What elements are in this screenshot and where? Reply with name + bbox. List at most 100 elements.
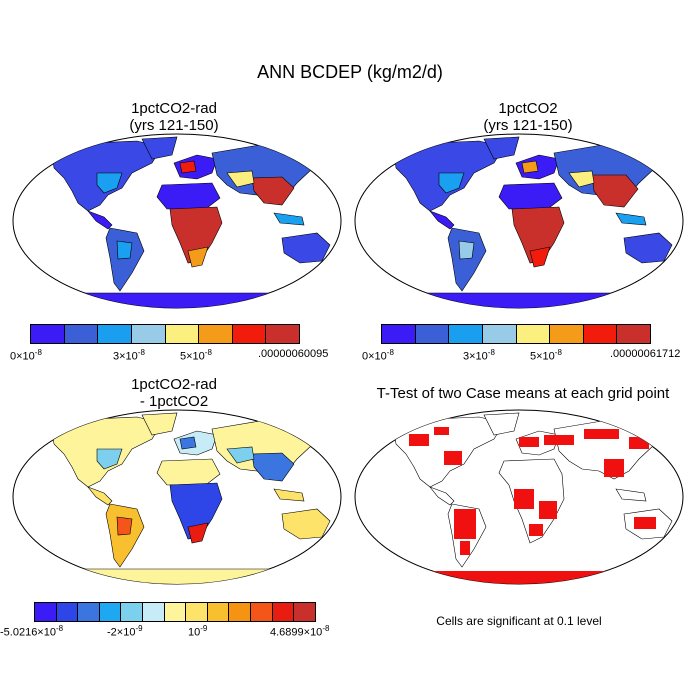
sig-cell (529, 524, 543, 536)
panel-b-title-line1: 1pctCO2 (498, 100, 558, 117)
colorbar-panel-c (34, 602, 316, 622)
colorbar-swatch (186, 603, 208, 621)
colorbar-swatch (131, 325, 166, 343)
australia (623, 232, 673, 264)
colorbar-swatch (98, 325, 132, 343)
colorbar-b-label-mid2: 5×10-8 (530, 348, 562, 363)
colorbar-panel-a (30, 324, 300, 344)
sig-cell (434, 427, 449, 435)
panel-c-title-line2: - 1pctCO2 (139, 393, 209, 410)
colorbar-a-label-max: .00000060095 (258, 348, 329, 360)
indonesia (615, 212, 647, 226)
colorbar-c-label-mid1: -2×10-9 (107, 624, 143, 639)
panel-b-title-line2: (yrs 121-150) (483, 117, 573, 134)
colorbar-swatch (165, 325, 200, 343)
sig-cell (514, 489, 534, 509)
colorbar-swatch (482, 325, 517, 343)
south-america (447, 227, 487, 292)
colorbar-swatch (64, 325, 99, 343)
colorbar-swatch (251, 603, 273, 621)
sig-cell (539, 501, 557, 519)
colorbar-c-label-mid2: 10-9 (188, 624, 208, 639)
colorbar-swatch (583, 325, 618, 343)
asia-mid (568, 170, 595, 188)
south-america (105, 227, 145, 292)
colorbar-swatch (207, 603, 230, 621)
sig-cell (519, 437, 539, 447)
africa-north (156, 458, 221, 486)
europe-hot (179, 160, 197, 174)
sig-cell (544, 435, 574, 445)
central-america (429, 486, 455, 506)
colorbar-swatch (232, 325, 267, 343)
europe-hot (179, 436, 197, 450)
asia-south (251, 176, 295, 206)
greenland (141, 412, 178, 436)
significance-note: Cells are significant at 0.1 level (436, 614, 602, 628)
sig-cell (409, 434, 429, 446)
indonesia (273, 212, 305, 226)
south-america (105, 503, 145, 568)
greenland (483, 136, 520, 160)
sig-cell (629, 437, 649, 449)
colorbar-swatch (272, 603, 295, 621)
central-america (429, 210, 455, 230)
north-america-east (96, 448, 123, 470)
colorbar-b-label-mid1: 3×10-8 (463, 348, 495, 363)
north-america-east (438, 172, 465, 194)
australia (281, 232, 331, 264)
sig-cell (604, 459, 624, 477)
south-america-core (116, 240, 133, 260)
colorbar-swatch (143, 603, 165, 621)
colorbar-swatch (99, 603, 122, 621)
sig-cell (460, 541, 470, 555)
colorbar-swatch (415, 325, 450, 343)
greenland (483, 412, 520, 436)
panel-d-title-line1: T-Test of two Case means at each grid po… (376, 385, 670, 402)
central-america (87, 210, 113, 230)
south-america-core (458, 240, 475, 260)
central-america (87, 486, 113, 506)
colorbar-swatch (31, 325, 65, 343)
africa-north (156, 182, 221, 210)
map-panel-a (12, 133, 342, 309)
europe-hot (521, 160, 539, 174)
africa-north (498, 182, 563, 210)
indonesia (615, 488, 647, 502)
panel-a-title-line1: 1pctCO2-rad (131, 100, 217, 117)
colorbar-swatch (121, 603, 144, 621)
sig-cell (634, 517, 656, 529)
map-panel-c (12, 409, 342, 585)
panel-a-title: 1pctCO2-rad (yrs 121-150) (24, 100, 324, 134)
map-panel-b (354, 133, 684, 309)
africa-south (187, 246, 209, 268)
africa-south (187, 522, 209, 544)
colorbar-swatch (516, 325, 551, 343)
panel-b-title: 1pctCO2 (yrs 121-150) (378, 100, 678, 134)
greenland (141, 136, 178, 160)
colorbar-swatch (266, 325, 299, 343)
north-america-east (96, 172, 123, 194)
colorbar-a-label-mid1: 3×10-8 (113, 348, 145, 363)
colorbar-c-label-min: -5.0216×10-8 (0, 624, 64, 639)
colorbar-a-label-mid2: 5×10-8 (180, 348, 212, 363)
main-title: ANN BCDEP (kg/m2/d) (257, 62, 443, 82)
colorbar-panel-b (381, 324, 651, 344)
australia (281, 508, 331, 540)
panel-c-title-line1: 1pctCO2-rad (131, 376, 217, 393)
colorbar-swatch (78, 603, 100, 621)
asia-south (251, 452, 295, 482)
colorbar-swatch (56, 603, 79, 621)
colorbar-swatch (617, 325, 650, 343)
colorbar-swatch (35, 603, 57, 621)
asia-mid (226, 170, 255, 188)
colorbar-swatch (550, 325, 584, 343)
colorbar-swatch (449, 325, 483, 343)
sig-cell (454, 509, 476, 539)
asia-south (591, 174, 639, 208)
map-panel-d (354, 409, 684, 585)
colorbar-swatch (382, 325, 416, 343)
panel-c-title: 1pctCO2-rad - 1pctCO2 (24, 376, 324, 410)
africa-south (529, 246, 551, 268)
colorbar-swatch (294, 603, 315, 621)
